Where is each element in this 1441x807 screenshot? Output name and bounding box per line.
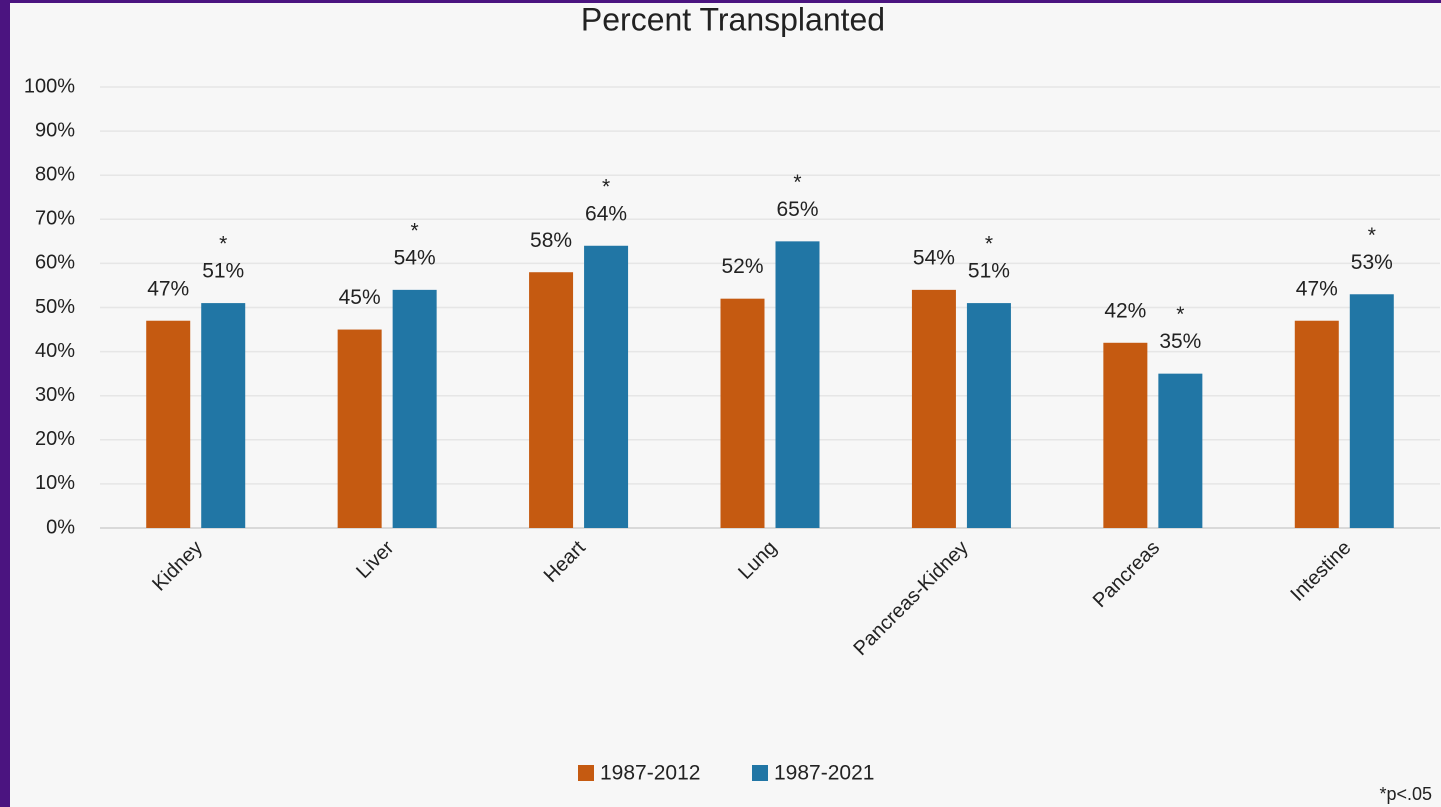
significance-marker: * [219, 233, 227, 256]
bar [1103, 342, 1148, 528]
bar [1158, 373, 1203, 528]
legend-swatch [578, 765, 594, 781]
footnote: *p<.05 [1379, 784, 1432, 804]
value-label: 65% [776, 198, 818, 221]
bar [146, 320, 191, 528]
bar [775, 241, 820, 528]
legend-label: 1987-2012 [600, 762, 700, 785]
y-tick-label: 80% [35, 163, 75, 185]
legend-label: 1987-2021 [774, 762, 874, 785]
value-label: 54% [394, 246, 436, 269]
bar [720, 298, 765, 528]
bar [201, 303, 246, 528]
value-label: 51% [968, 260, 1010, 283]
value-label: 42% [1104, 299, 1146, 322]
chart-title: Percent Transplanted [581, 1, 885, 37]
value-label: 47% [1296, 277, 1338, 300]
significance-marker: * [1176, 303, 1184, 326]
y-tick-label: 40% [35, 340, 75, 362]
y-tick-label: 0% [46, 516, 75, 538]
value-label: 52% [721, 255, 763, 278]
value-label: 53% [1351, 251, 1393, 274]
y-tick-label: 10% [35, 472, 75, 494]
y-tick-label: 100% [24, 75, 75, 97]
legend-swatch [752, 765, 768, 781]
y-tick-label: 70% [35, 208, 75, 230]
y-tick-label: 90% [35, 119, 75, 141]
significance-marker: * [1368, 224, 1376, 247]
bar [529, 272, 574, 528]
significance-marker: * [602, 175, 610, 198]
value-label: 35% [1159, 330, 1201, 353]
significance-marker: * [985, 233, 993, 256]
bar [392, 289, 437, 528]
bar [1294, 320, 1339, 528]
value-label: 58% [530, 229, 572, 252]
y-tick-label: 60% [35, 252, 75, 274]
significance-marker: * [411, 219, 419, 242]
y-tick-label: 50% [35, 296, 75, 318]
value-label: 64% [585, 202, 627, 225]
value-label: 51% [202, 260, 244, 283]
bar [1349, 294, 1394, 528]
bar [337, 329, 382, 528]
bar [911, 289, 956, 528]
y-tick-label: 30% [35, 384, 75, 406]
y-tick-label: 20% [35, 428, 75, 450]
bar [966, 303, 1011, 528]
value-label: 47% [147, 277, 189, 300]
bar [584, 245, 629, 528]
value-label: 54% [913, 246, 955, 269]
significance-marker: * [793, 171, 801, 194]
value-label: 45% [339, 286, 381, 309]
